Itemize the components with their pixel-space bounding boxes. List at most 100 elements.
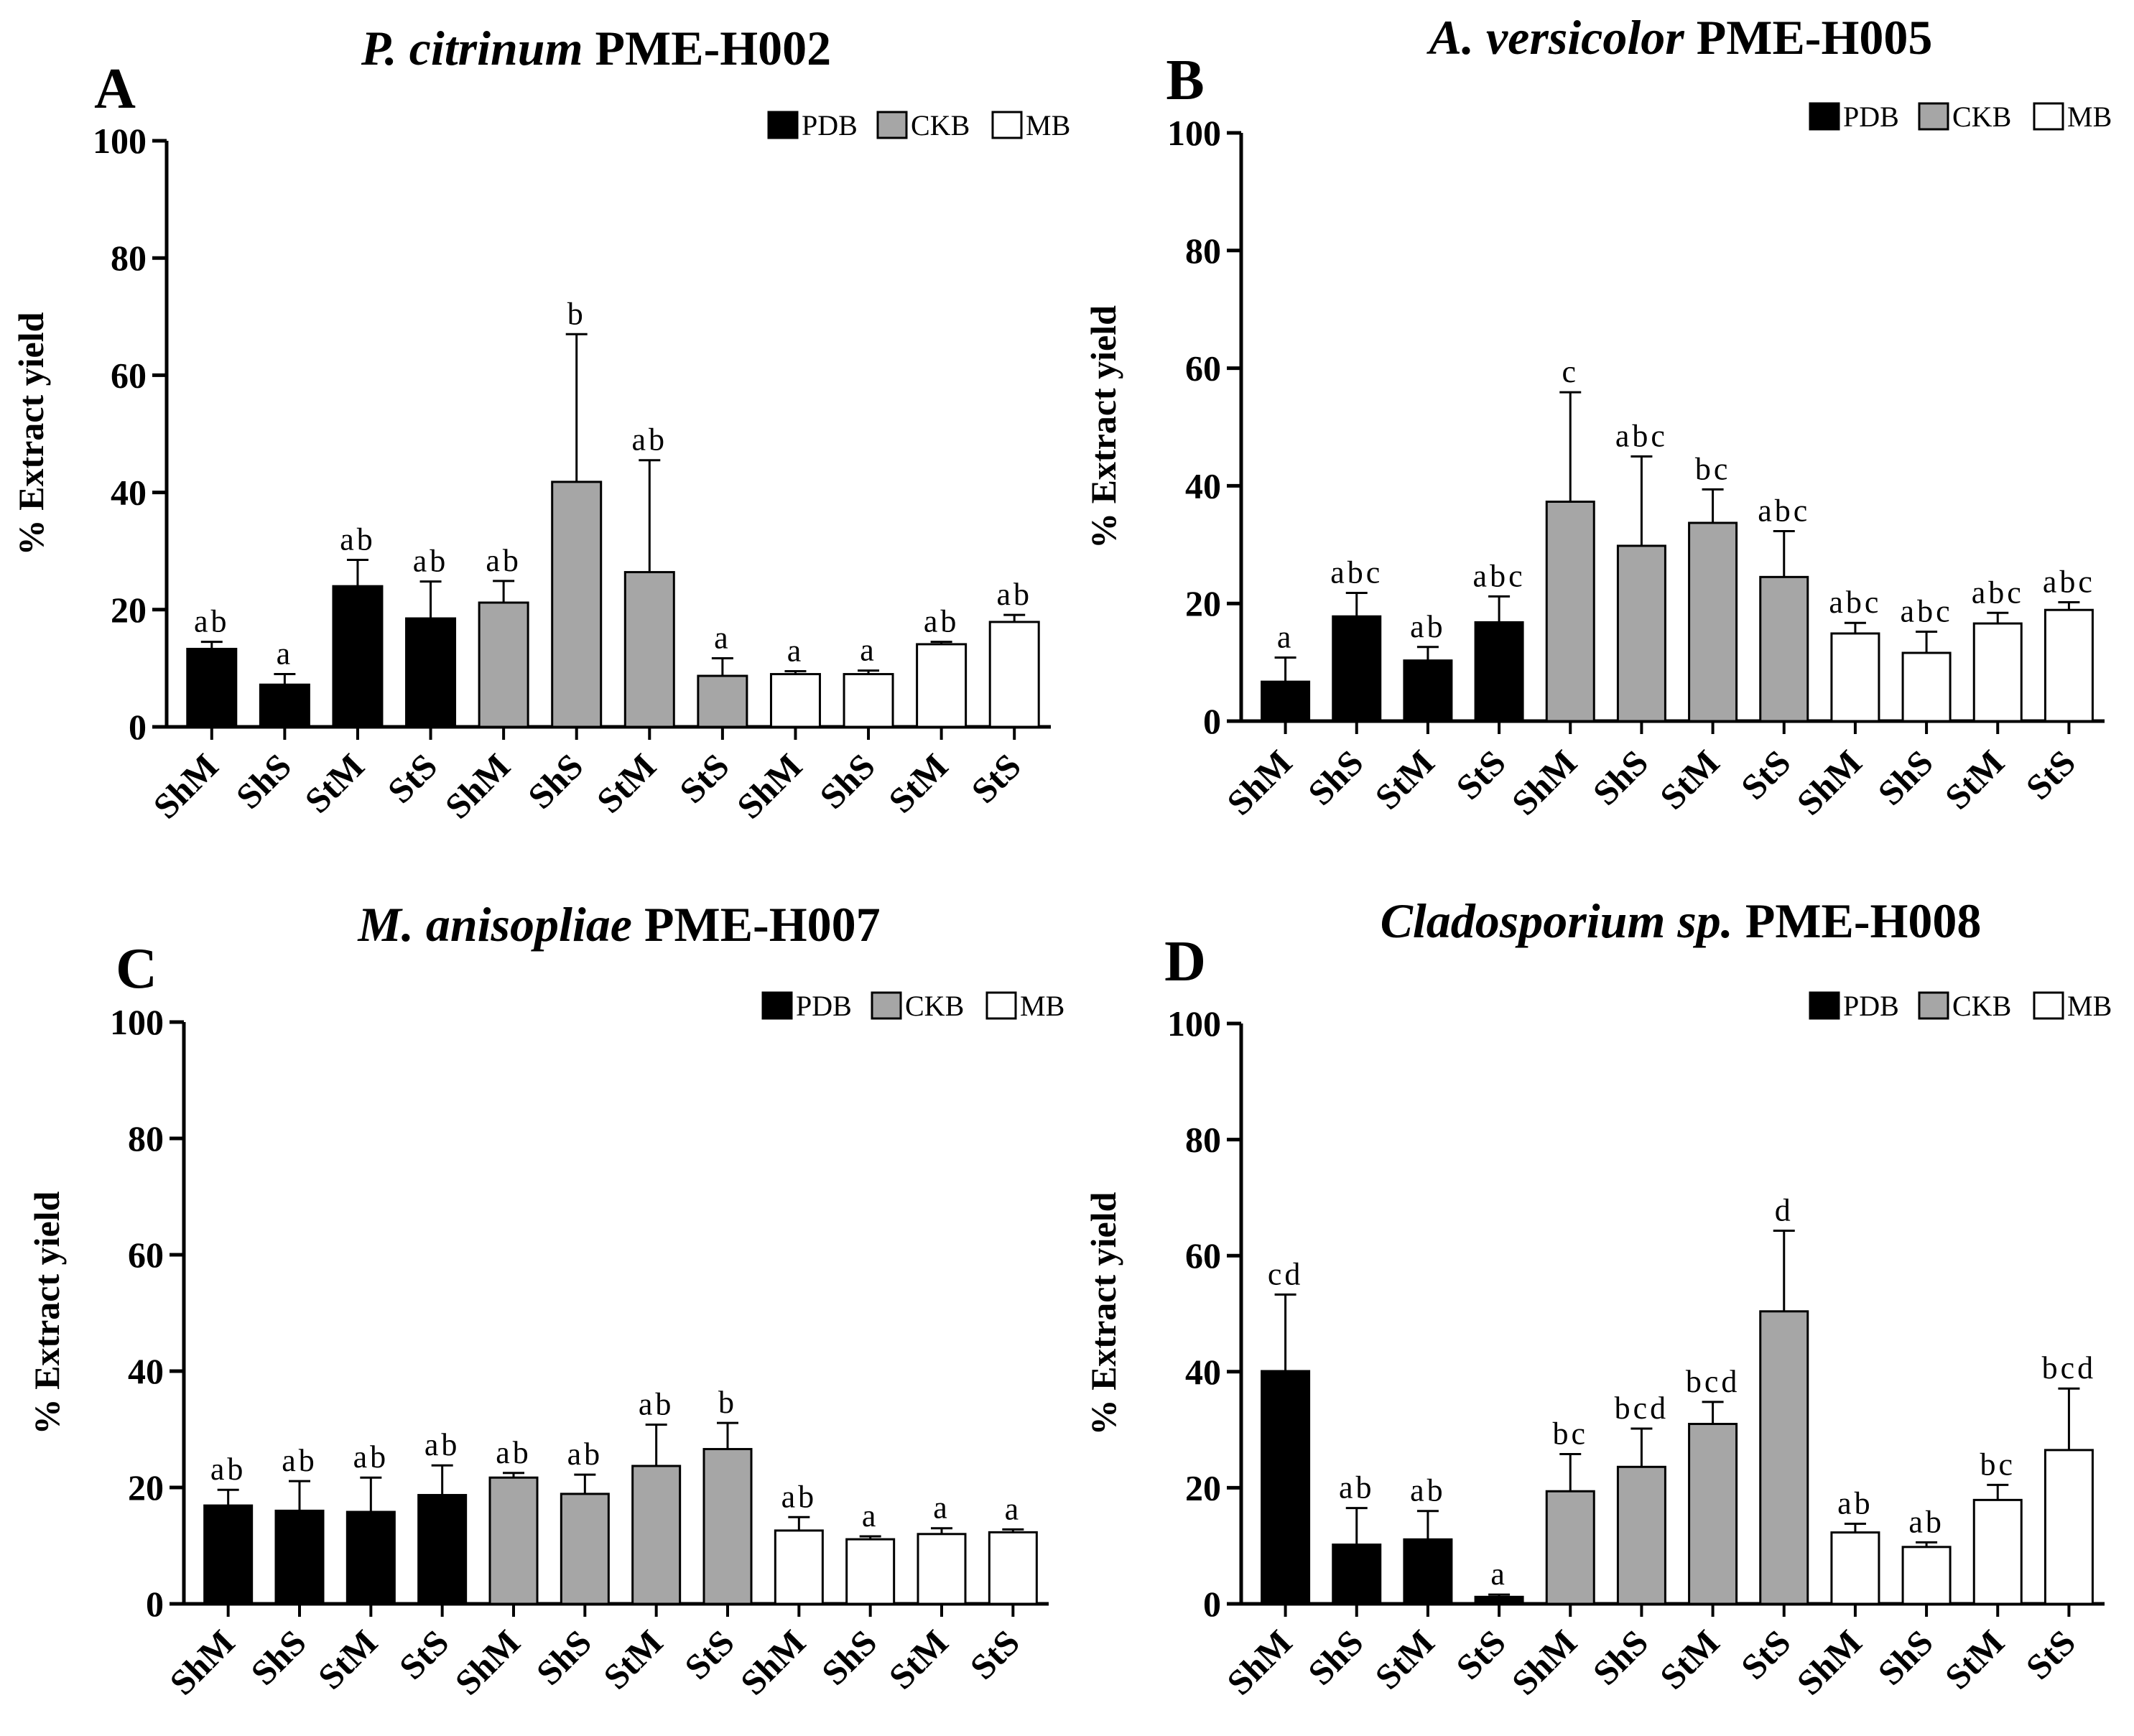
chart-title-species: P. citrinum (361, 21, 583, 75)
chart-title: P. citrinum PME-H002 (361, 21, 831, 75)
y-tick-label: 0 (146, 1584, 164, 1624)
y-tick-label: 80 (128, 1118, 164, 1159)
bar-mb-sts (2043, 1449, 2094, 1605)
x-tick-label: ShS (529, 1622, 600, 1693)
panel-letter: A (94, 57, 136, 121)
x-tick-label: StS (1733, 1622, 1799, 1687)
bar-pdb-shs (259, 683, 310, 728)
significance-label: bcd (1615, 1391, 1669, 1426)
y-tick-label: 60 (111, 355, 147, 395)
bar-mb-shm (1830, 632, 1880, 723)
significance-label: a (933, 1490, 950, 1526)
bar-ckb-sts (702, 1448, 753, 1605)
bar-ckb-stm (631, 1465, 682, 1605)
legend-label: CKB (1952, 101, 2011, 133)
significance-label: bcd (2042, 1350, 2097, 1385)
significance-label: ab (413, 544, 449, 579)
x-tick-label: ShS (1870, 742, 1941, 813)
bar-mb-stm (917, 1533, 967, 1605)
legend-swatch-pdb (761, 991, 793, 1020)
bar-pdb-stm (1403, 1538, 1453, 1605)
significance-label: ab (496, 1435, 532, 1470)
y-tick-label: 0 (1203, 701, 1221, 741)
y-tick-label: 20 (128, 1467, 164, 1508)
chart-title-species: M. anisopliae (357, 897, 632, 952)
bar-ckb-stm (1688, 1423, 1738, 1605)
significance-label: ab (1410, 609, 1446, 644)
x-tick-label: ShS (1585, 1622, 1656, 1693)
bar-pdb-sts (1474, 621, 1524, 723)
y-axis-label: % Extract yield (27, 1191, 67, 1434)
x-tick-label: StM (881, 1622, 955, 1696)
x-tick-label: StS (2018, 1622, 2083, 1687)
significance-label: ab (924, 604, 960, 639)
significance-label: ab (425, 1427, 460, 1462)
y-tick-label: 100 (1167, 1003, 1221, 1044)
x-tick-label: StM (595, 1622, 670, 1696)
chart-title: A. versicolor PME-H005 (1426, 10, 1933, 65)
x-tick-label: ShS (812, 746, 883, 817)
bar-pdb-shm (203, 1504, 254, 1605)
y-tick-label: 0 (1203, 1584, 1221, 1624)
bar-ckb-sts (1759, 575, 1809, 723)
bar-pdb-sts (1474, 1595, 1524, 1605)
x-tick-label: ShS (1300, 1622, 1371, 1693)
significance-label: a (277, 636, 294, 672)
chart-panel-c: M. anisopliae PME-H007 C % Extract yield 0 2… (27, 897, 1064, 1702)
x-tick-label: ShS (814, 1622, 885, 1693)
bar-mb-shs (843, 673, 894, 728)
chart-panel-b: A. versicolor PME-H005 B % Extract yield 0 2… (1083, 10, 2112, 822)
significance-label: a (1277, 620, 1294, 655)
significance-label: abc (1330, 554, 1383, 590)
bar-ckb-stm (623, 571, 675, 728)
y-tick-label: 40 (1185, 465, 1221, 506)
x-tick-label: StM (589, 746, 664, 820)
x-tick-label: StS (380, 746, 445, 811)
x-tick-label: StM (1937, 742, 2012, 817)
significance-label: ab (639, 1387, 674, 1422)
x-tick-label: ShM (729, 746, 809, 826)
bar-ckb-shm (1545, 501, 1595, 723)
bar-pdb-sts (405, 617, 457, 728)
significance-label: abc (2043, 565, 2095, 600)
x-tick-label: StS (963, 746, 1029, 811)
chart-title-species: Cladosporium sp. (1381, 893, 1733, 948)
bar-mb-stm (916, 643, 968, 728)
x-tick-label: StS (1733, 742, 1799, 807)
legend-label: PDB (1843, 101, 1899, 133)
y-tick-label: 20 (111, 590, 147, 630)
significance-label: ab (567, 1436, 603, 1472)
significance-label: cd (1268, 1256, 1304, 1291)
x-tick-label: ShM (145, 746, 226, 826)
y-tick-label: 80 (1185, 231, 1221, 271)
chart-title-species: A. versicolor (1426, 10, 1685, 65)
legend: PDB CKB MB (1809, 101, 2112, 133)
bar-mb-sts (2043, 608, 2094, 723)
legend-swatch-pdb (767, 111, 799, 139)
chart-panel-d: Cladosporium sp. PME-H008 D % Extract yiel… (1083, 893, 2112, 1702)
x-tick-label: ShS (1585, 742, 1656, 813)
legend-swatch-ckb (871, 991, 902, 1020)
bar-pdb-stm (1403, 659, 1453, 723)
bar-pdb-sts (417, 1494, 468, 1605)
x-tick-label: ShS (228, 746, 300, 817)
bar-pdb-shs (1332, 615, 1382, 723)
y-tick-label: 40 (128, 1351, 164, 1391)
bar-pdb-stm (345, 1510, 396, 1605)
y-tick-label: 80 (1185, 1120, 1221, 1160)
significance-label: ab (1410, 1473, 1446, 1508)
bar-ckb-shs (1616, 1465, 1666, 1605)
bar-ckb-stm (1688, 521, 1738, 723)
x-tick-label: ShM (1789, 1622, 1869, 1702)
y-axis-label: % Extract yield (11, 312, 51, 555)
legend-label: CKB (905, 990, 964, 1022)
legend-label: MB (1020, 990, 1064, 1022)
x-tick-label: ShS (243, 1622, 314, 1693)
x-tick-label: ShM (437, 746, 518, 826)
chart-title: Cladosporium sp. PME-H008 (1381, 893, 1982, 948)
significance-label: a (1005, 1491, 1022, 1526)
legend-swatch-ckb (1918, 991, 1949, 1020)
chart-title: M. anisopliae PME-H007 (357, 897, 880, 952)
y-tick-label: 100 (110, 1002, 164, 1042)
